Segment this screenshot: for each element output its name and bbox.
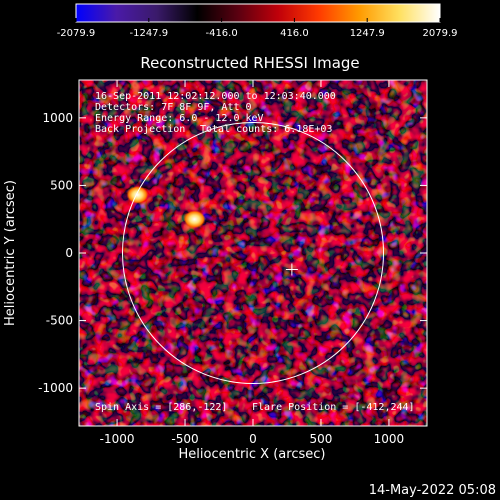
x-tick-label: -1000 <box>100 432 135 446</box>
x-axis-ticks: -1000 -500 0 500 1000 <box>100 80 405 446</box>
colorbar-tick-label: 416.0 <box>280 28 309 39</box>
spin-axis-cross-icon <box>285 263 298 276</box>
info-energy-range: Energy Range: 6.0 - 12.0 keV <box>95 113 264 124</box>
colorbar-tick-label: -1247.9 <box>129 28 168 39</box>
info-total-counts: Total counts: 6.18E+03 <box>200 124 332 135</box>
x-tick-label: 0 <box>249 432 257 446</box>
colorbar <box>76 4 440 22</box>
colorbar-ticks: -2079.9 -1247.9 -416.0 416.0 1247.9 2079.9 <box>57 18 458 39</box>
reconstructed-image <box>79 80 427 426</box>
y-axis-ticks: -1000 -500 0 500 1000 <box>38 111 427 395</box>
colorbar-tick-label: -416.0 <box>205 28 237 39</box>
image-area <box>79 80 427 426</box>
y-tick-label: 1000 <box>42 111 73 125</box>
timestamp: 14-May-2022 05:08 <box>369 483 496 498</box>
hot-spot <box>126 185 149 204</box>
info-time-range: 16-Sep-2011 12:02:12.000 to 12:03:40.000 <box>95 91 336 102</box>
spin-axis-label: Spin Axis = [286,-122] <box>95 402 227 413</box>
colorbar-tick-label: 1247.9 <box>350 28 385 39</box>
hot-spots <box>126 185 206 229</box>
x-tick-label: 1000 <box>374 432 405 446</box>
y-tick-label: -1000 <box>38 381 73 395</box>
y-tick-label: -500 <box>46 314 73 328</box>
x-tick-label: -500 <box>171 432 198 446</box>
info-detectors: Detectors: 7F 8F 9F, Att 0 <box>95 102 252 113</box>
flare-position-label: Flare Position = [-412,244] <box>252 402 415 413</box>
x-tick-label: 500 <box>310 432 333 446</box>
colorbar-tick-label: 2079.9 <box>423 28 458 39</box>
colorbar-tick-label: -2079.9 <box>57 28 96 39</box>
y-tick-label: 0 <box>65 246 73 260</box>
solar-disk-limb <box>122 122 384 384</box>
colorbar-frame <box>75 3 441 23</box>
y-axis-label: Heliocentric Y (arcsec) <box>3 180 18 326</box>
info-method: Back Projection <box>95 124 185 135</box>
y-tick-label: 500 <box>50 178 73 192</box>
hot-spot <box>183 210 206 229</box>
x-axis-label: Heliocentric X (arcsec) <box>179 447 326 462</box>
plot-title: Reconstructed RHESSI Image <box>140 54 359 72</box>
